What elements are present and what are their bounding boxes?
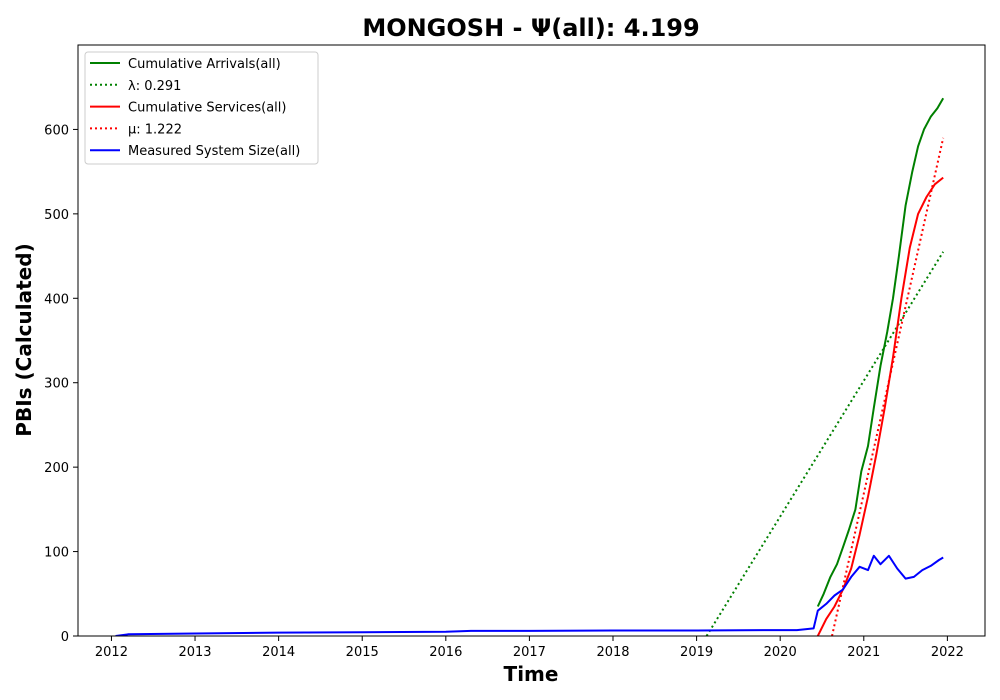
x-axis: 2012 2013 2014 2015 2016 2017 2018 2019 2020 2021… [95,636,964,660]
legend-label: λ: 0.291 [128,79,181,94]
chart-title: MONGOSH - Ψ(all): 4.199 [362,14,699,42]
series-line-measured-system-size-all [115,554,944,636]
x-tick-label: 2013 [178,645,211,660]
y-axis: 0 100 200 300 400 500 600 [44,123,78,645]
plot-frame [77,44,986,637]
series-line-cumulative-arrivals-all [816,97,945,607]
x-tick-label: 2021 [847,645,880,660]
x-tick-label: 2017 [513,645,546,660]
legend-box [84,51,319,165]
x-tick-label: 2020 [764,645,797,660]
legend-label: Cumulative Services(all) [128,101,286,116]
y-tick-label: 300 [44,377,69,392]
y-tick-label: 400 [44,292,69,307]
legend: Cumulative Arrivals(all) λ: 0.291 Cumulati… [84,51,319,165]
y-tick-label: 500 [44,208,69,223]
x-tick-label: 2016 [429,645,462,660]
y-tick-label: 200 [44,461,69,476]
y-axis-title: PBIs (Calculated) [12,243,36,436]
y-tick-label: 0 [61,630,69,645]
x-tick-label: 2015 [346,645,379,660]
series-line-cumulative-services-all [816,176,944,636]
x-tick-label: 2018 [596,645,629,660]
y-tick-label: 100 [44,546,69,561]
x-tick-label: 2019 [680,645,713,660]
x-tick-label: 2022 [931,645,964,660]
x-tick-label: 2014 [262,645,295,660]
y-tick-label: 600 [44,123,69,138]
series-line-1-222 [831,137,945,636]
legend-label: μ: 1.222 [128,122,182,137]
legend-label: Cumulative Arrivals(all) [128,57,281,72]
series-line-0-291 [705,251,945,636]
plot-area [115,97,945,636]
x-tick-label: 2012 [95,645,128,660]
legend-label: Measured System Size(all) [128,144,300,159]
x-axis-title: Time [504,662,559,686]
